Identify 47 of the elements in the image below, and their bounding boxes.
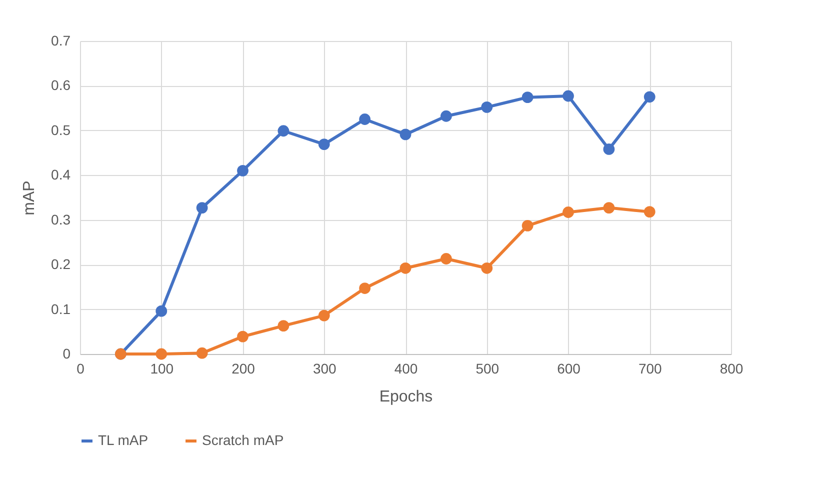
point	[440, 253, 452, 264]
x-tick-label: 100	[150, 360, 174, 376]
x-axis-title: Epochs	[379, 388, 433, 406]
legend-label: TL mAP	[98, 432, 148, 448]
point	[318, 310, 330, 322]
x-tick-label: 0	[76, 360, 85, 376]
y-axis-title: mAP	[21, 180, 38, 216]
point	[481, 101, 493, 113]
point	[318, 138, 330, 150]
point	[603, 202, 615, 214]
point	[562, 90, 574, 102]
point	[156, 305, 168, 317]
point	[359, 282, 371, 294]
x-tick-label: 400	[394, 360, 418, 376]
y-tick-label: 0.6	[51, 77, 71, 94]
point	[562, 206, 574, 218]
point	[603, 144, 615, 155]
legend-label: Scratch mAP	[202, 432, 284, 448]
x-tick-label: 500	[476, 360, 500, 376]
y-tick-label: 0.5	[51, 122, 71, 138]
point	[400, 262, 412, 274]
point	[278, 320, 290, 332]
point	[156, 348, 168, 360]
y-tick-label: 0.4	[51, 166, 71, 183]
point	[237, 330, 248, 342]
x-tick-label: 300	[312, 360, 337, 376]
point	[522, 220, 534, 232]
point	[644, 91, 656, 103]
x-tick-label: 700	[638, 360, 662, 376]
point	[196, 347, 208, 359]
y-tick-label: 0.2	[51, 256, 71, 272]
y-tick-label: 0.7	[51, 32, 71, 48]
point	[522, 92, 534, 104]
point	[644, 206, 656, 218]
point	[440, 110, 452, 122]
y-tick-label: 0	[62, 346, 71, 362]
y-tick-label: 0.1	[51, 300, 71, 317]
point	[237, 164, 248, 176]
point	[196, 202, 208, 214]
point	[278, 125, 290, 137]
x-tick-label: 800	[720, 360, 744, 376]
point	[400, 128, 412, 140]
y-tick-label: 0.3	[51, 211, 71, 228]
x-tick-label: 600	[557, 360, 581, 376]
point	[481, 262, 493, 274]
point	[359, 114, 371, 125]
x-tick-label: 200	[232, 360, 256, 376]
